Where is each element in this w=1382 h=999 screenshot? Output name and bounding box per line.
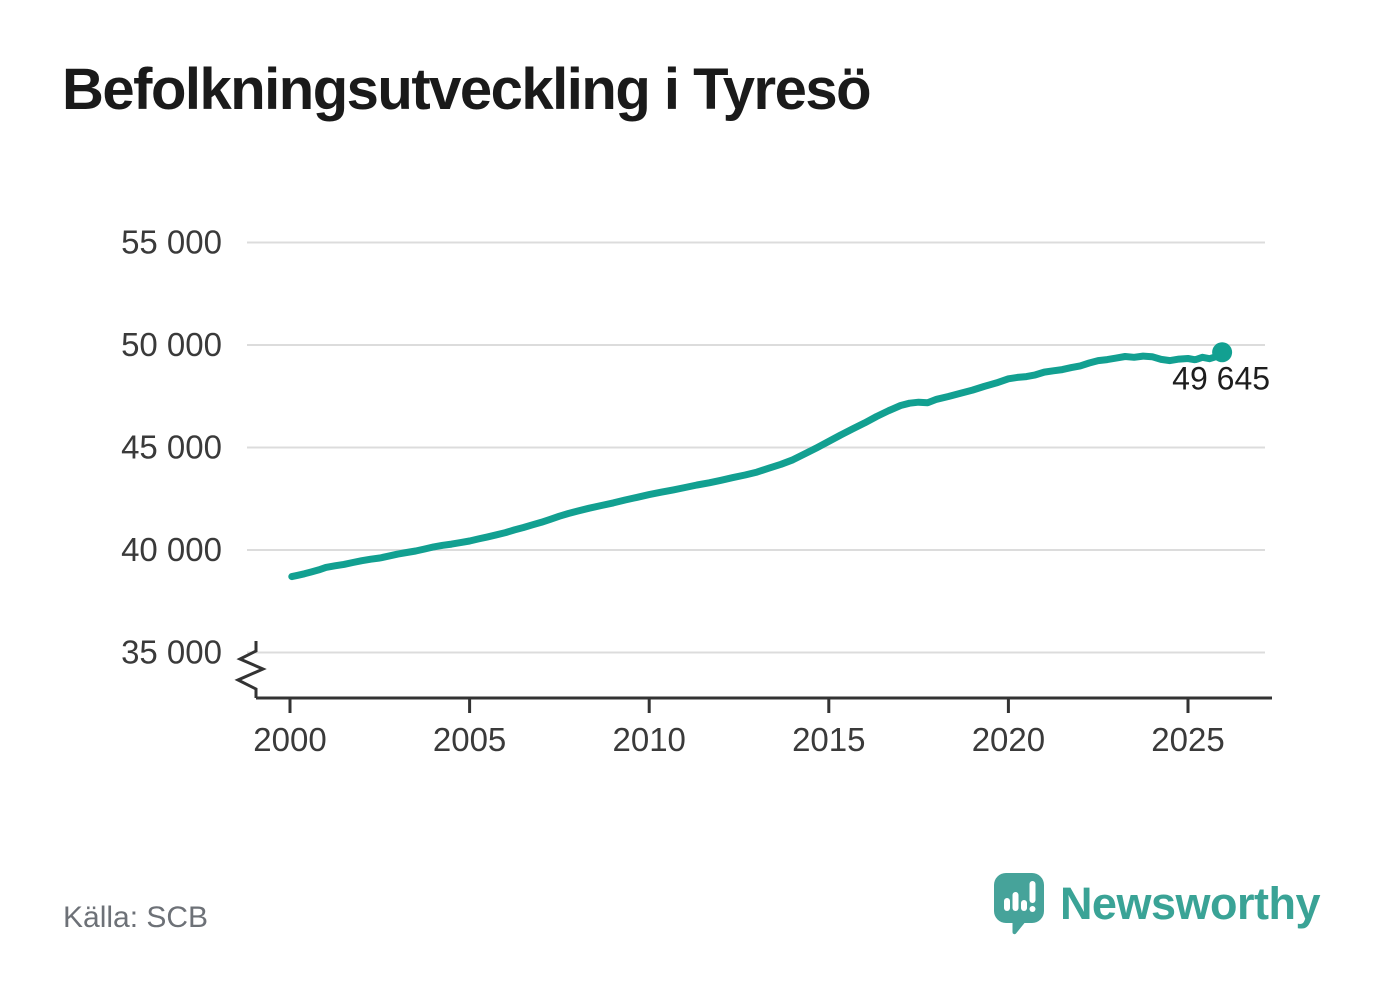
axis-break-zigzag [234, 641, 267, 698]
x-tick-label: 2005 [433, 721, 506, 758]
y-tick-label: 55 000 [121, 224, 222, 261]
newsworthy-speech-bubble-bar-chart-icon [993, 873, 1044, 935]
x-tick-label: 2000 [253, 721, 326, 758]
population-line [288, 348, 1226, 581]
newsworthy-wordmark: Newsworthy [1059, 878, 1321, 929]
x-tick-label: 2015 [792, 721, 865, 758]
source-label: Källa: SCB [63, 901, 209, 934]
y-tick-label: 40 000 [121, 531, 222, 568]
x-tick-label: 2010 [612, 721, 685, 758]
latest-point-dot [1212, 342, 1233, 363]
x-tick-label: 2025 [1151, 721, 1224, 758]
latest-value-label: 49 645 [1172, 360, 1270, 396]
page-title: Befolkningsutveckling i Tyresö [62, 57, 872, 122]
y-tick-label: 50 000 [121, 326, 222, 363]
newsworthy-logo: Newsworthy [993, 872, 1321, 938]
y-tick-label: 45 000 [121, 429, 222, 466]
y-tick-label: 35 000 [121, 634, 222, 671]
x-tick-label: 2020 [972, 721, 1045, 758]
